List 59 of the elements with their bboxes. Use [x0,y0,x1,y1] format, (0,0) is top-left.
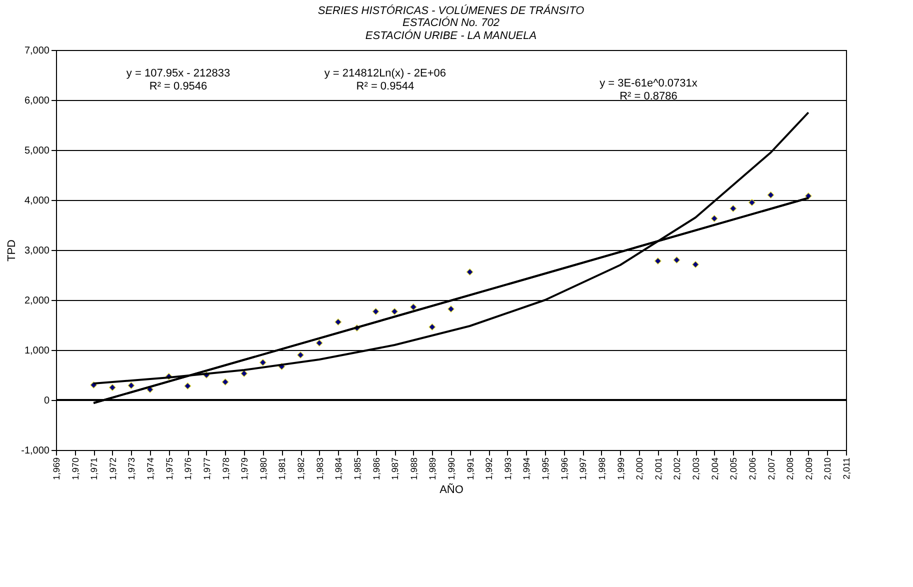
x-tick-label: 1,982 [296,458,306,480]
x-tick-label: 1,998 [596,458,607,480]
x-tick-label: 1,993 [502,458,513,480]
y-tick-label: 2,000 [24,296,50,306]
x-tick-label: 1,991 [465,458,476,480]
x-tick-label: 1,995 [540,458,551,480]
y-tick-label: 0 [44,396,50,406]
x-tick-label: 1,970 [70,458,80,480]
x-tick-label: 2,005 [728,458,739,480]
x-tick-label: 1,999 [616,458,626,480]
chart-subtitle: ESTACIÓN No. 702 ESTACIÓN URIBE - LA MANUELA [365,16,537,42]
x-tick-label: 1,976 [183,458,194,480]
x-tick-label: 2,010 [822,458,833,480]
x-axis-title: AÑO [440,483,464,496]
x-tick-label: 1,969 [52,458,62,480]
x-tick-label: 1,992 [484,458,494,480]
x-tick-label: 1,975 [164,458,174,480]
x-tick-label: 1,972 [108,458,118,480]
x-tick-label: 1,980 [258,458,268,480]
y-tick-label: -1,000 [21,446,50,456]
y-tick-label: 3,000 [24,246,50,256]
y-tick-label: 1,000 [24,346,50,356]
x-tick-label: 1,971 [89,458,100,480]
x-tick-label: 1,985 [352,458,362,480]
x-tick-label: 1,994 [522,458,532,480]
chart-title: SERIES HISTÓRICAS - VOLÚMENES DE TRÁNSITO [318,4,585,17]
x-tick-label: 1,974 [146,458,156,480]
x-tick-label: 2,006 [747,458,758,480]
x-tick-label: 2,009 [804,458,814,480]
x-tick-label: 1,981 [277,458,288,480]
x-tick-label: 2,000 [634,458,645,480]
x-tick-label: 2,003 [691,458,702,480]
x-tick-label: 1,977 [202,458,212,480]
x-tick-label: 1,983 [314,458,325,480]
y-tick-label: 7,000 [24,46,50,56]
x-tick-label: 1,988 [408,458,419,480]
x-tick-label: 2,008 [785,458,796,480]
x-tick-label: 1,997 [578,458,588,480]
x-tick-label: 2,011 [842,458,852,480]
annotation: y = 3E-61e^0.0731x R² = 0.8786 [600,78,698,102]
annotation: y = 107.95x - 212833 R² = 0.9546 [126,68,230,92]
y-tick-label: 5,000 [24,146,50,156]
x-tick-label: 1,978 [220,458,231,480]
y-tick-label: 6,000 [24,96,50,106]
x-tick-label: 1,984 [334,458,344,480]
x-tick-label: 1,979 [240,458,250,480]
x-tick-label: 1,989 [428,458,438,480]
x-tick-label: 2,002 [672,458,682,480]
y-tick-label: 4,000 [24,196,50,206]
x-tick-label: 1,973 [126,458,137,480]
x-tick-label: 1,986 [371,458,382,480]
annotation: y = 214812Ln(x) - 2E+06 R² = 0.9544 [324,68,446,92]
x-tick-label: 1,987 [390,458,400,480]
x-tick-label: 2,001 [653,458,664,480]
x-tick-label: 1,990 [446,458,456,480]
x-tick-label: 1,996 [559,458,570,480]
x-tick-label: 2,007 [766,458,776,480]
x-tick-label: 2,004 [710,458,720,480]
y-axis-title: TPD [6,239,18,262]
